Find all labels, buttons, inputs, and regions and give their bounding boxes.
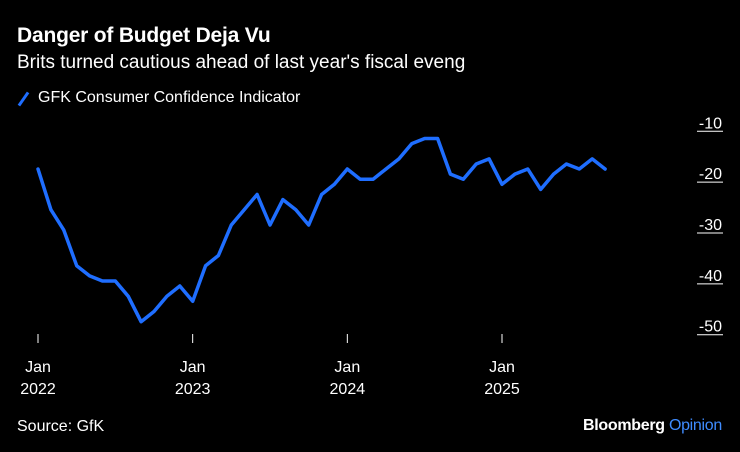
data-point: [371, 177, 375, 181]
series-line: [36, 136, 607, 324]
legend: GFK Consumer Confidence Indicator: [17, 89, 300, 107]
data-point: [307, 223, 311, 227]
chart-subtitle: Brits turned cautious ahead of last year…: [17, 52, 466, 73]
data-point: [152, 309, 156, 313]
brand-suffix: Opinion: [668, 417, 722, 434]
data-point: [126, 294, 130, 298]
data-point: [320, 192, 324, 196]
x-tick-label-month: Jan: [334, 359, 360, 376]
data-point: [139, 320, 143, 324]
chart-title: Danger of Budget Deja Vu: [17, 24, 271, 47]
data-point: [461, 177, 465, 181]
data-point: [577, 167, 581, 171]
x-tick-label-year: 2023: [175, 381, 211, 398]
y-tick-label: -30: [699, 217, 722, 234]
y-tick-label: -40: [699, 268, 722, 285]
data-point: [229, 223, 233, 227]
data-point: [358, 177, 362, 181]
data-point: [423, 137, 427, 141]
data-point: [268, 223, 272, 227]
data-point: [281, 198, 285, 202]
data-point: [332, 182, 336, 186]
data-point: [49, 208, 53, 212]
x-tick-label-year: 2024: [330, 381, 366, 398]
bloomberg-opinion-logo: Bloomberg Opinion: [583, 417, 722, 435]
data-point: [100, 279, 104, 283]
data-point: [36, 167, 40, 171]
data-point: [165, 294, 169, 298]
data-point: [436, 137, 440, 141]
data-point: [487, 157, 491, 161]
data-point: [345, 167, 349, 171]
data-point: [294, 208, 298, 212]
data-point: [255, 192, 259, 196]
data-point: [526, 167, 530, 171]
data-point: [500, 182, 504, 186]
data-point: [603, 167, 607, 171]
data-point: [62, 228, 66, 232]
data-point: [88, 274, 92, 278]
data-point: [590, 157, 594, 161]
y-tick-label: -20: [699, 166, 722, 183]
x-tick-label-year: 2022: [20, 381, 56, 398]
x-tick-label-year: 2025: [484, 381, 520, 398]
data-point: [242, 208, 246, 212]
x-tick-label-month: Jan: [489, 359, 515, 376]
y-tick-label: -10: [699, 115, 722, 132]
data-point: [397, 157, 401, 161]
data-point: [564, 162, 568, 166]
data-point: [384, 167, 388, 171]
data-point: [216, 254, 220, 258]
data-point: [113, 279, 117, 283]
data-point: [410, 142, 414, 146]
brand-name: Bloomberg: [583, 417, 665, 434]
data-point: [178, 284, 182, 288]
source-note: Source: GfK: [17, 418, 105, 435]
data-point: [539, 187, 543, 191]
data-point: [552, 172, 556, 176]
data-point: [448, 172, 452, 176]
y-tick-label: -50: [699, 319, 722, 336]
data-point: [191, 299, 195, 303]
x-tick-label-month: Jan: [25, 359, 51, 376]
data-point: [474, 162, 478, 166]
data-point: [513, 172, 517, 176]
data-point: [204, 264, 208, 268]
legend-label: GFK Consumer Confidence Indicator: [38, 89, 301, 106]
data-point: [75, 264, 79, 268]
x-tick-label-month: Jan: [180, 359, 206, 376]
